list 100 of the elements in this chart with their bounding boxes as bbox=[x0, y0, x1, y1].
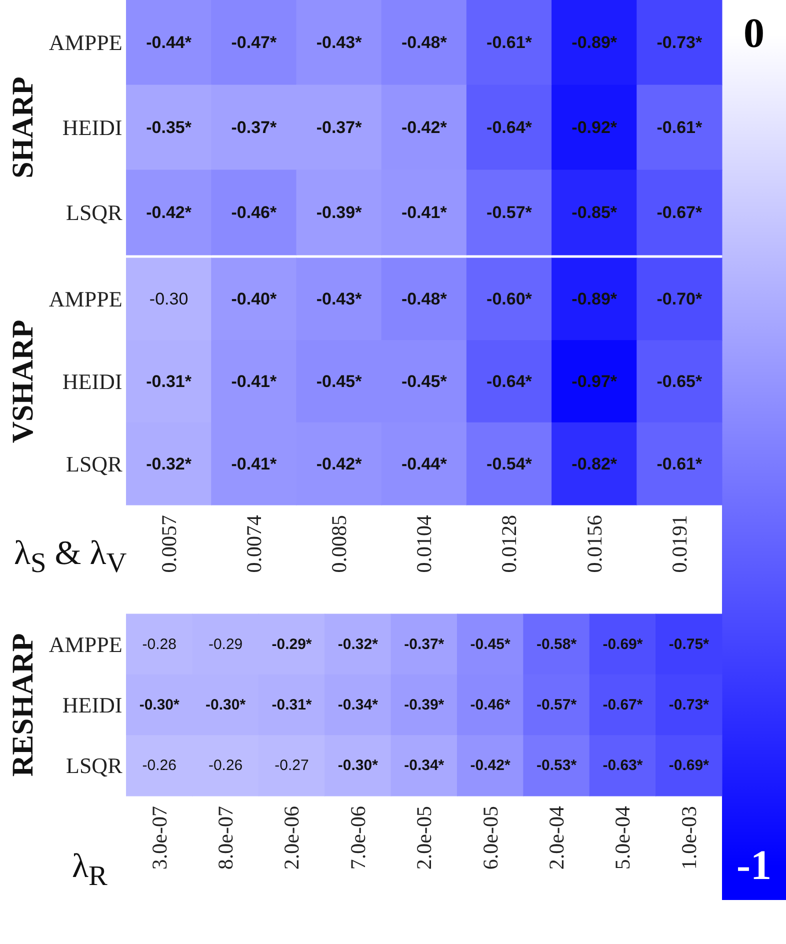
y-tick-label: LSQR bbox=[66, 753, 123, 778]
color-bar-label: -1 bbox=[736, 843, 772, 889]
data-label: -0.69* bbox=[602, 636, 643, 653]
data-label: -0.41* bbox=[231, 454, 277, 474]
data-label: -0.30* bbox=[206, 696, 246, 714]
data-label: -0.70* bbox=[656, 290, 703, 309]
data-label: -0.42* bbox=[470, 757, 510, 774]
y-axis-title: RESHARP bbox=[6, 633, 40, 777]
x-axis-title: λ$_{R}$ bbox=[72, 848, 108, 893]
data-label: -0.61* bbox=[486, 33, 532, 52]
data-label: -0.97* bbox=[572, 372, 618, 391]
x-tick-label: 7.0e-06 bbox=[346, 806, 370, 870]
data-label: -0.26 bbox=[208, 757, 243, 774]
data-label: -0.37* bbox=[231, 118, 277, 137]
y-axis-title: SHARP bbox=[6, 76, 40, 178]
data-label: -0.42* bbox=[401, 118, 448, 137]
data-label: -0.40* bbox=[231, 290, 277, 309]
color-bar-label: 0 bbox=[744, 11, 764, 57]
data-label: -0.57* bbox=[486, 203, 532, 222]
x-tick-label: 0.0104 bbox=[412, 514, 436, 573]
x-tick-label: 6.0e-05 bbox=[478, 806, 502, 870]
data-label: -0.34* bbox=[404, 757, 444, 774]
data-label: -0.85* bbox=[572, 203, 618, 222]
data-label: -0.41* bbox=[401, 203, 448, 222]
x-tick-label: 0.0085 bbox=[327, 515, 352, 573]
data-label: -0.44* bbox=[146, 33, 192, 52]
data-label: -0.64* bbox=[486, 372, 532, 391]
data-label: -0.35* bbox=[146, 118, 192, 137]
x-tick-label: 2.0e-06 bbox=[280, 806, 304, 870]
data-label: -0.73* bbox=[656, 33, 703, 52]
data-label: -0.89* bbox=[572, 290, 618, 309]
data-label: -0.30* bbox=[139, 696, 180, 714]
data-label: -0.26 bbox=[142, 757, 176, 774]
data-label: -0.48* bbox=[401, 290, 448, 309]
x-tick-label: 2.0e-05 bbox=[412, 806, 436, 870]
data-label: -0.46* bbox=[231, 203, 277, 222]
data-label: -0.64* bbox=[486, 118, 532, 137]
data-label: -0.60* bbox=[486, 290, 532, 309]
data-label: -0.63* bbox=[602, 757, 643, 774]
x-tick-label: 0.0191 bbox=[667, 515, 692, 573]
data-label: -0.31* bbox=[272, 696, 312, 714]
data-label: -0.75* bbox=[668, 636, 710, 653]
y-tick-label: AMPPE bbox=[48, 30, 122, 55]
x-tick-label: 2.0e-04 bbox=[544, 806, 569, 870]
y-tick-label: LSQR bbox=[66, 200, 123, 225]
y-tick-label: HEIDI bbox=[62, 692, 122, 718]
data-label: -0.67* bbox=[602, 696, 643, 714]
data-label: -0.46* bbox=[470, 696, 510, 714]
x-tick-label: 0.0074 bbox=[242, 514, 266, 573]
data-label: -0.89* bbox=[572, 33, 618, 52]
data-label: -0.54* bbox=[486, 454, 532, 474]
data-label: -0.37* bbox=[316, 118, 362, 137]
data-label: -0.42* bbox=[146, 203, 192, 222]
data-label: -0.30 bbox=[149, 290, 188, 309]
data-label: -0.53* bbox=[536, 757, 577, 774]
y-tick-label: HEIDI bbox=[62, 369, 122, 394]
data-label: -0.43* bbox=[316, 33, 362, 52]
data-label: -0.61* bbox=[656, 118, 703, 137]
data-label: -0.47* bbox=[231, 33, 277, 52]
data-label: -0.30* bbox=[338, 757, 378, 774]
data-label: -0.27 bbox=[274, 757, 309, 774]
x-tick-label: 1.0e-03 bbox=[676, 806, 701, 870]
x-tick-label: 0.0128 bbox=[497, 515, 522, 573]
x-tick-label: 5.0e-04 bbox=[610, 806, 635, 870]
data-label: -0.37* bbox=[404, 636, 444, 653]
y-axis-title: VSHARP bbox=[6, 320, 40, 444]
data-label: -0.73* bbox=[668, 696, 710, 714]
y-tick-label: AMPPE bbox=[48, 286, 122, 312]
x-tick-label: 8.0e-07 bbox=[214, 806, 238, 870]
y-tick-label: AMPPE bbox=[48, 632, 122, 657]
data-label: -0.45* bbox=[470, 636, 510, 653]
x-tick-label: 0.0156 bbox=[582, 515, 606, 573]
data-label: -0.48* bbox=[401, 33, 448, 52]
x-axis-title: λ$_{S}$ & λ$_{V}$ bbox=[14, 535, 127, 580]
data-label: -0.41* bbox=[231, 372, 277, 391]
y-tick-label: HEIDI bbox=[62, 115, 122, 140]
data-label: -0.39* bbox=[404, 696, 444, 714]
y-tick-label: LSQR bbox=[66, 451, 123, 476]
data-label: -0.61* bbox=[656, 454, 703, 474]
data-label: -0.44* bbox=[401, 454, 448, 474]
data-label: -0.29* bbox=[272, 636, 312, 653]
data-label: -0.45* bbox=[316, 372, 362, 391]
data-label: -0.57* bbox=[536, 696, 577, 714]
x-tick-label: 0.0057 bbox=[156, 515, 181, 573]
data-label: -0.39* bbox=[316, 203, 362, 222]
data-label: -0.32* bbox=[338, 636, 378, 653]
data-label: -0.82* bbox=[572, 454, 618, 474]
data-label: -0.42* bbox=[316, 454, 362, 474]
data-label: -0.29 bbox=[208, 636, 243, 653]
data-label: -0.31* bbox=[146, 372, 192, 391]
x-tick-label: 3.0e-07 bbox=[147, 806, 172, 870]
data-label: -0.34* bbox=[338, 696, 378, 714]
data-label: -0.43* bbox=[316, 290, 362, 309]
data-label: -0.58* bbox=[536, 636, 577, 653]
data-label: -0.45* bbox=[401, 372, 448, 391]
data-label: -0.28 bbox=[142, 636, 176, 653]
data-label: -0.69* bbox=[668, 757, 710, 774]
data-label: -0.92* bbox=[572, 118, 618, 137]
data-label: -0.67* bbox=[656, 203, 703, 222]
data-label: -0.65* bbox=[656, 372, 703, 391]
